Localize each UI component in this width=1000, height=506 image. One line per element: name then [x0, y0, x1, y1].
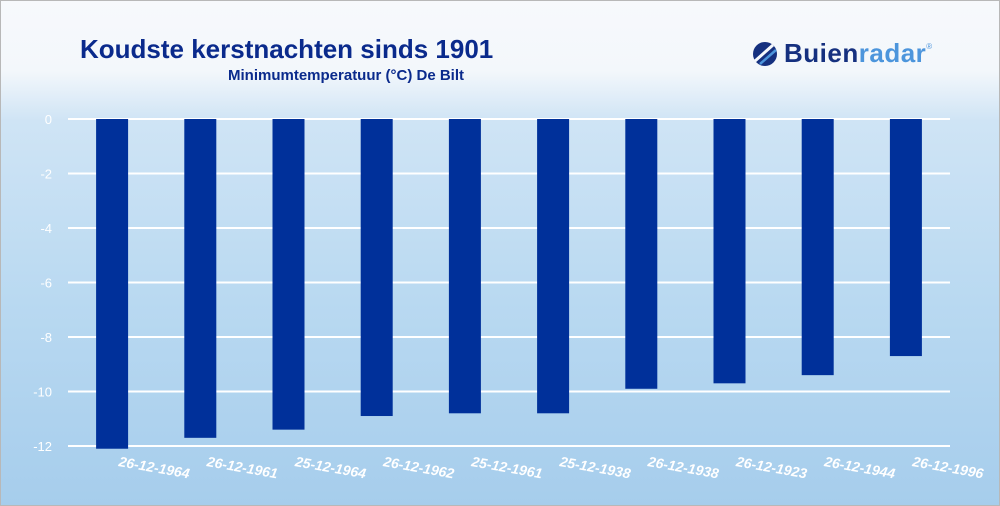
x-tick-label: 26-12-1938	[646, 453, 720, 481]
y-tick-label: -10	[33, 385, 52, 400]
logo-text-dark: Buien	[784, 38, 859, 68]
bar	[448, 119, 481, 414]
logo-icon	[753, 41, 777, 66]
bar	[272, 119, 305, 430]
y-tick-label: 0	[45, 112, 52, 127]
x-tick-label: 25-12-1938	[558, 453, 632, 481]
chart-subtitle: Minimumtemperatuur (°C) De Bilt	[228, 67, 465, 84]
bar	[360, 119, 393, 417]
x-tick-label: 26-12-1962	[381, 453, 455, 481]
y-tick-label: -4	[40, 221, 52, 236]
y-tick-label: -6	[40, 276, 52, 291]
y-tick-label: -12	[33, 439, 52, 454]
x-tick-label: 26-12-1944	[822, 453, 896, 481]
x-tick-label: 26-12-1961	[205, 453, 279, 481]
x-tick-label: 26-12-1996	[910, 453, 984, 481]
x-tick-label: 26-12-1923	[734, 453, 808, 481]
bar	[625, 119, 658, 389]
x-tick-label: 25-12-1964	[293, 453, 367, 481]
bar	[713, 119, 746, 384]
bar	[801, 119, 834, 376]
x-tick-label: 26-12-1964	[117, 453, 191, 481]
logo-registered: ®	[926, 42, 933, 51]
bar	[96, 119, 129, 449]
x-tick-label: 25-12-1961	[469, 453, 543, 481]
bar	[537, 119, 570, 414]
bar	[184, 119, 217, 438]
logo-text-light: radar	[858, 38, 927, 68]
chart-title: Koudste kerstnachten sinds 1901	[80, 34, 494, 64]
y-tick-label: -2	[40, 167, 52, 182]
bar	[889, 119, 922, 357]
y-tick-label: -8	[40, 330, 52, 345]
buienradar-logo: Buien radar ®	[752, 38, 932, 69]
